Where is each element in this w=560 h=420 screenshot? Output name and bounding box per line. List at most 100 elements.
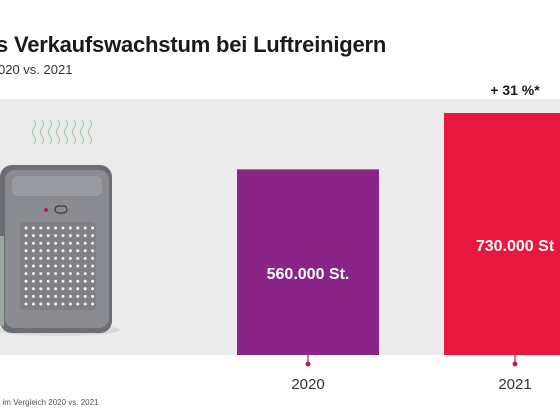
grille-dot	[39, 256, 43, 260]
grille-dot	[46, 249, 50, 253]
footnote: t im Vergleich 2020 vs. 2021	[0, 398, 99, 407]
grille-dot	[54, 241, 58, 245]
grille-dot	[39, 226, 43, 230]
grille-dot	[39, 287, 43, 291]
grille-dot	[91, 226, 95, 230]
x-tick-label-2021: 2021	[498, 376, 531, 393]
grille-dot	[68, 294, 72, 298]
grille-dot	[31, 226, 35, 230]
grille-dot	[24, 241, 28, 245]
grille-dot	[76, 294, 80, 298]
grille-dot	[83, 226, 87, 230]
grille-dot	[54, 234, 58, 238]
grille-dot	[24, 249, 28, 253]
grille-dot	[31, 264, 35, 268]
grille-dot	[91, 302, 95, 306]
grille-dot	[83, 302, 87, 306]
grille-dot	[31, 272, 35, 276]
grille-dot	[39, 241, 43, 245]
grille-dot	[61, 287, 65, 291]
grille-dot	[39, 264, 43, 268]
grille-dot	[83, 256, 87, 260]
grille-dot	[61, 272, 65, 276]
grille-dot	[31, 279, 35, 283]
grille-dot	[24, 256, 28, 260]
grille-dot	[24, 294, 28, 298]
grille-dot	[31, 256, 35, 260]
grille-dot	[31, 249, 35, 253]
grille-dot	[68, 287, 72, 291]
grille-dot	[61, 264, 65, 268]
grille-dot	[76, 256, 80, 260]
grille-dot	[46, 287, 50, 291]
grille-dot	[54, 279, 58, 283]
chart-title: s Verkaufswachstum bei Luftreinigern	[0, 32, 387, 57]
grille-dot	[83, 294, 87, 298]
grille-dot	[83, 249, 87, 253]
grille-dot	[24, 272, 28, 276]
grille-dot	[91, 287, 95, 291]
grille-dot	[46, 294, 50, 298]
grille-dot	[68, 241, 72, 245]
grille-dot	[76, 272, 80, 276]
grille-dot	[61, 256, 65, 260]
grille-dot	[68, 226, 72, 230]
grille-dot	[31, 294, 35, 298]
grille-dot	[24, 234, 28, 238]
grille-dot	[54, 294, 58, 298]
grille-dot	[46, 226, 50, 230]
air-waves-icon	[31, 119, 93, 145]
grille-dot	[91, 264, 95, 268]
grille-dot	[24, 287, 28, 291]
grille-dot	[24, 264, 28, 268]
grille-dot	[24, 302, 28, 306]
bar-2020	[237, 169, 379, 355]
bar-value-label-2020: 560.000 St.	[267, 266, 350, 283]
grille-dot	[54, 264, 58, 268]
x-axis: 2020 2021	[291, 355, 532, 393]
grille-dot	[39, 234, 43, 238]
grille-dot	[68, 249, 72, 253]
grille-dot	[68, 234, 72, 238]
grille-dot	[91, 234, 95, 238]
grille-dot	[46, 272, 50, 276]
grille-dot	[24, 226, 28, 230]
grille-dot	[68, 279, 72, 283]
grille-dot	[46, 234, 50, 238]
grille-dot	[76, 234, 80, 238]
grille-dot	[76, 226, 80, 230]
grille-dot	[83, 264, 87, 268]
grille-dot	[31, 234, 35, 238]
grille-dot	[83, 279, 87, 283]
grille-dot	[76, 264, 80, 268]
grille-dot	[54, 287, 58, 291]
growth-annotation: + 31 %*	[490, 82, 540, 98]
grille-dot	[54, 302, 58, 306]
grille-dot	[39, 302, 43, 306]
grille-dot	[91, 256, 95, 260]
bar-2021	[444, 113, 560, 355]
air-purifier-icon	[0, 119, 120, 336]
grille-dot	[39, 294, 43, 298]
grille-dot	[54, 256, 58, 260]
bar-series: 560.000 St. 730.000 St + 31 %*	[237, 82, 560, 355]
grille-dot	[76, 249, 80, 253]
grille-dot	[76, 279, 80, 283]
grille-dot	[31, 241, 35, 245]
grille-dot	[61, 249, 65, 253]
grille-dot	[31, 287, 35, 291]
grille-dot	[91, 279, 95, 283]
grille-dot	[39, 272, 43, 276]
grille-dot	[83, 241, 87, 245]
grille-dot	[91, 294, 95, 298]
x-tick-label-2020: 2020	[291, 376, 324, 393]
grille-dot	[91, 249, 95, 253]
grille-dot	[83, 234, 87, 238]
grille-dot	[46, 241, 50, 245]
grille-dot	[46, 279, 50, 283]
grille-dot	[61, 234, 65, 238]
grille-dot	[31, 302, 35, 306]
grille-dot	[39, 249, 43, 253]
grille-dot	[91, 272, 95, 276]
